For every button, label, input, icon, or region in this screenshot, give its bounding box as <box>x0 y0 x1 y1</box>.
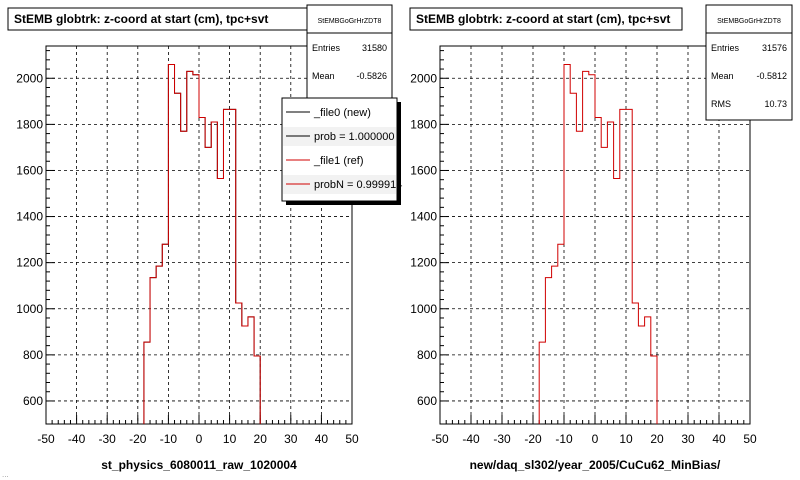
stats-value: 31576 <box>762 43 787 53</box>
y-tick-label: 1400 <box>16 210 43 224</box>
stats-label: RMS <box>711 99 731 109</box>
x-tick-label: -40 <box>462 432 480 446</box>
x-tick-label: 30 <box>284 432 298 446</box>
title-box <box>409 7 683 31</box>
stats-name: StEMBGoGrHrZDT8 <box>717 18 781 25</box>
y-tick-label: 600 <box>417 394 437 408</box>
legend-label: _file0 (new) <box>313 107 371 119</box>
y-tick-label: 1600 <box>16 163 43 177</box>
x-tick-label: 10 <box>619 432 633 446</box>
stats-value: -0.5826 <box>356 71 387 81</box>
x-tick-label: 0 <box>592 432 599 446</box>
legend-label: _file1 (ref) <box>313 155 364 167</box>
histogram-panel-2: -50 -40 -30 -20 -10 0 10 20 30 40 50 600 800 1000 1200… <box>409 4 793 472</box>
x-tick-label: -20 <box>524 432 542 446</box>
legend-label: probN = 0.999914 <box>314 179 402 191</box>
y-tick-label: 2000 <box>16 71 43 85</box>
y-tick-label: 1200 <box>16 256 43 270</box>
y-tick-label: 1800 <box>16 117 43 131</box>
y-tick-label: 1000 <box>16 302 43 316</box>
x-tick-label: -10 <box>555 432 573 446</box>
stats-name: StEMBGoGrHrZDT8 <box>318 18 382 25</box>
x-tick-label: -10 <box>160 432 178 446</box>
x-tick-label: -40 <box>68 432 86 446</box>
x-tick-label: 40 <box>315 432 329 446</box>
histogram-panel-1: -50 -40 -30 -20 -10 0 10 20 30 40 50 600 800 1000 1200… <box>7 4 402 472</box>
y-tick-label: 800 <box>23 348 43 362</box>
histogram-series-2 <box>143 63 261 424</box>
x-tick-label: 50 <box>743 432 757 446</box>
legend-label: prob = 1.000000 <box>314 131 394 143</box>
x-tick-label: 50 <box>345 432 359 446</box>
x-axis-label: new/daq_sl302/year_2005/CuCu62_MinBias/ <box>470 458 721 472</box>
stats-value: 10.73 <box>764 99 787 109</box>
y-tick-label: 1000 <box>410 302 437 316</box>
x-tick-label: -30 <box>99 432 117 446</box>
stats-label: Mean <box>312 71 335 81</box>
stats-value: 31580 <box>362 43 387 53</box>
x-tick-label: 10 <box>223 432 237 446</box>
y-tick-label: 600 <box>23 394 43 408</box>
stats-label: Mean <box>711 71 734 81</box>
y-tick-label: 1600 <box>410 163 437 177</box>
chart-title: StEMB globtrk: z-coord at start (cm), tp… <box>416 12 670 26</box>
x-axis-label: st_physics_6080011_raw_1020004 <box>101 458 297 472</box>
x-tick-label: 20 <box>254 432 268 446</box>
x-tick-label: -50 <box>37 432 55 446</box>
histogram-series-1 <box>538 63 658 424</box>
y-tick-label: 2000 <box>410 71 437 85</box>
x-tick-label: 20 <box>650 432 664 446</box>
x-tick-label: 0 <box>196 432 203 446</box>
y-tick-label: 1400 <box>410 210 437 224</box>
stats-value: -0.5812 <box>756 71 787 81</box>
stats-box: StEMBGoGrHrZDT8 Entries 31576 Mean -0.5812 RM… <box>705 4 793 121</box>
footer-text: ... <box>2 470 9 479</box>
y-tick-label: 800 <box>417 348 437 362</box>
stats-label: Entries <box>312 43 341 53</box>
stats-label: Entries <box>711 43 740 53</box>
x-tick-label: -50 <box>431 432 449 446</box>
y-tick-label: 1800 <box>410 117 437 131</box>
stats-box: StEMBGoGrHrZDT8 Entries 31580 Mean -0.5826 <box>306 4 393 104</box>
chart-title: StEMB globtrk: z-coord at start (cm), tp… <box>14 12 268 26</box>
x-tick-label: 30 <box>681 432 695 446</box>
x-tick-label: 40 <box>712 432 726 446</box>
x-tick-label: -20 <box>129 432 147 446</box>
y-tick-label: 1200 <box>410 256 437 270</box>
x-tick-label: -30 <box>493 432 511 446</box>
legend: _file0 (new) prob = 1.000000 _file1 (ref) p… <box>281 97 402 205</box>
